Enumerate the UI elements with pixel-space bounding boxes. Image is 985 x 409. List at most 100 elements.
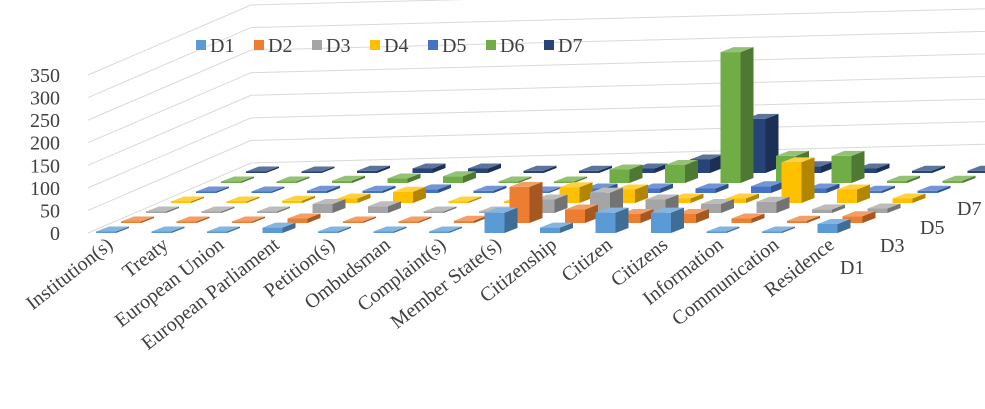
depth-tick-label: D5 — [920, 217, 944, 239]
bar-D1-3 — [262, 222, 296, 233]
bar-D6-0 — [221, 176, 254, 183]
bar-D1-4 — [318, 226, 351, 233]
bar-D4-11 — [781, 157, 815, 203]
depth-axis-ticks: D1 D3 D5 D7 — [840, 198, 981, 279]
bar-D2-1 — [176, 216, 210, 223]
bar-D3-10 — [701, 198, 734, 213]
x-tick-label: Institution(s) — [22, 234, 117, 315]
depth-tick-label: D3 — [880, 235, 904, 257]
bar-D6-1 — [276, 176, 310, 183]
bar-D4-12 — [837, 184, 870, 203]
legend-label: D2 — [268, 35, 292, 57]
depth-tick-label: D7 — [957, 198, 981, 220]
bar-D2-9 — [620, 208, 654, 223]
bar-D2-5 — [398, 216, 432, 223]
bar-D4-10 — [726, 193, 759, 203]
bar-D4-13 — [892, 193, 926, 203]
y-tick-label: 350 — [30, 65, 60, 87]
bar-D2-12 — [787, 215, 820, 223]
legend-item-D7: D7 — [544, 35, 582, 57]
bar-D4-9 — [670, 193, 704, 203]
bar-D4-3 — [337, 193, 371, 203]
bar-D4-5 — [448, 196, 482, 203]
x-tick-label: Citizen — [558, 234, 617, 287]
bar-D1-7 — [484, 207, 518, 233]
bar-D2-4 — [343, 216, 376, 223]
legend-item-D2: D2 — [254, 35, 292, 57]
bar-D3-1 — [201, 206, 235, 213]
legend-swatch — [428, 40, 438, 50]
bar-D6-11 — [831, 150, 865, 183]
bar-D1-2 — [207, 226, 240, 233]
bar-D6-9 — [720, 47, 754, 184]
bar-D7-5 — [523, 165, 557, 173]
bar-D1-9 — [595, 207, 629, 233]
bar-D7-0 — [246, 166, 279, 173]
bar-D7-4 — [468, 163, 501, 173]
bar-D3-5 — [423, 206, 457, 213]
bar-D1-10 — [651, 207, 684, 233]
gridline-250 — [87, 30, 985, 121]
bar-D6-2 — [332, 175, 365, 183]
bar-D2-3 — [287, 213, 321, 223]
bar-D4-4 — [393, 186, 426, 203]
legend-swatch — [254, 40, 264, 50]
bar-D2-2 — [232, 216, 265, 223]
bar-D5-8 — [640, 183, 673, 193]
bar-D6-3 — [387, 173, 421, 183]
bar-D7-3 — [412, 163, 446, 173]
bar-D5-4 — [418, 184, 451, 193]
bar-D6-4 — [443, 171, 476, 183]
bar-D3-4 — [368, 201, 401, 213]
legend-item-D1: D1 — [196, 35, 234, 57]
gridline-100 — [87, 98, 985, 189]
bar-D3-3 — [312, 198, 346, 213]
y-tick-label: 150 — [30, 155, 60, 177]
bar-D5-3 — [362, 185, 396, 193]
bar-D7-7 — [634, 163, 668, 173]
depth-tick-label: D1 — [840, 257, 864, 279]
bar-D3-11 — [756, 196, 790, 213]
bar-D5-2 — [307, 185, 340, 193]
bar-D7-6 — [579, 165, 612, 173]
bar-D1-1 — [151, 226, 185, 233]
bar-D6-13 — [942, 175, 976, 183]
bar-D3-12 — [812, 204, 845, 213]
legend-swatch — [312, 40, 322, 50]
bar-D6-6 — [554, 176, 587, 183]
bar-D2-0 — [121, 216, 154, 223]
gridline-350 — [87, 0, 466, 76]
bars — [96, 47, 985, 233]
legend: D1 D2 D3 D4 D5 D6 D7 — [196, 35, 582, 57]
legend-label: D4 — [384, 35, 408, 57]
bar-D4-2 — [282, 195, 315, 203]
legend-swatch — [486, 40, 496, 50]
gridline-200 — [87, 53, 985, 144]
legend-item-D5: D5 — [428, 35, 466, 57]
bar-D3-0 — [146, 206, 179, 213]
bar-D6-12 — [887, 175, 920, 183]
bar-D6-8 — [665, 159, 698, 183]
legend-swatch — [196, 40, 206, 50]
bar-D1-5 — [373, 226, 407, 233]
legend-item-D4: D4 — [370, 35, 408, 57]
legend-label: D6 — [500, 35, 524, 57]
bar-D5-11 — [806, 183, 840, 193]
legend-label: D7 — [558, 35, 582, 57]
bar-D1-13 — [817, 218, 851, 233]
legend-label: D5 — [442, 35, 466, 57]
legend-label: D3 — [326, 35, 350, 57]
y-tick-label: 50 — [40, 200, 60, 222]
legend-item-D6: D6 — [486, 35, 524, 57]
bar-D6-5 — [498, 176, 532, 183]
bar-D7-12 — [912, 165, 945, 173]
bar-D5-5 — [473, 185, 507, 193]
bar-D1-8 — [540, 222, 573, 233]
bar-D2-8 — [565, 204, 598, 223]
gridline-300 — [87, 8, 985, 99]
bar-D7-11 — [856, 163, 890, 173]
bar-D1-12 — [762, 226, 795, 233]
bar-D5-9 — [695, 183, 729, 193]
